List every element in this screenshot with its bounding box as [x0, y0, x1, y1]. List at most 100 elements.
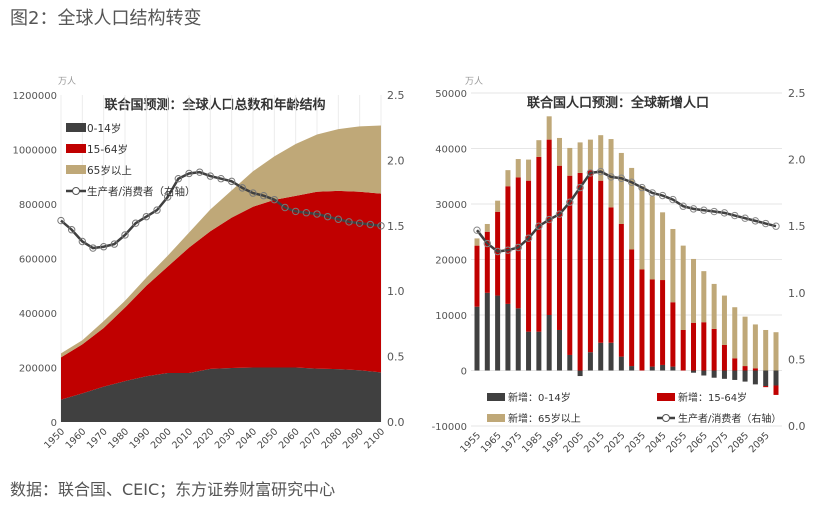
bar-segment: [649, 366, 655, 371]
bar-segment: [546, 315, 552, 371]
y-tick-label: 30000: [435, 200, 467, 211]
legend-swatch: [66, 165, 86, 174]
y2-tick-label: 0.5: [387, 351, 405, 364]
figure-title: 图2：全球人口结构转变: [10, 8, 202, 29]
ratio-point: [259, 192, 268, 200]
ratio-point: [535, 222, 543, 230]
bar-segment: [484, 223, 490, 232]
bar-segment: [608, 342, 614, 371]
y-tick-label: 400000: [19, 309, 57, 320]
y-tick-label: 200000: [19, 364, 57, 375]
ratio-point: [761, 219, 770, 228]
ratio-point: [473, 226, 481, 234]
bar-segment: [691, 258, 697, 323]
ratio-point: [227, 177, 236, 186]
x-tick-label: 1990: [128, 426, 153, 451]
bar-segment: [474, 238, 480, 246]
legend-swatch: [487, 393, 505, 401]
ratio-point: [669, 195, 677, 204]
x-tick-label: 2065: [685, 430, 710, 455]
bar-segment: [567, 147, 573, 176]
bar-segment: [577, 172, 583, 371]
ratio-point: [493, 247, 502, 256]
y2-tick-label: 2.5: [387, 89, 405, 102]
legend-marker: [72, 187, 80, 195]
bar-segment: [763, 329, 769, 371]
ratio-point: [238, 184, 247, 192]
ratio-point: [638, 183, 646, 192]
bar-segment: [721, 295, 727, 345]
ratio-point: [720, 209, 729, 217]
x-tick-label: 1950: [42, 426, 67, 451]
ratio-point: [217, 175, 225, 183]
bar-segment: [474, 306, 480, 371]
bar-segment: [505, 303, 511, 371]
bar-segment: [639, 186, 645, 270]
bar-segment: [608, 139, 614, 208]
ratio-point: [270, 195, 279, 204]
bar-segment: [680, 245, 686, 330]
bar-segment: [587, 170, 593, 353]
legend-swatch: [66, 144, 86, 153]
ratio-point: [302, 209, 311, 217]
x-tick-label: 2085: [726, 430, 751, 455]
bar-segment: [670, 302, 676, 367]
bar-segment: [721, 344, 727, 371]
x-tick-label: 2075: [706, 430, 731, 455]
bar-segment: [701, 271, 707, 323]
legend-label: 新增：15-64岁: [678, 391, 747, 404]
bar-segment: [546, 116, 552, 140]
y-tick-label: 1000000: [12, 146, 57, 157]
ratio-point: [689, 205, 698, 213]
ratio-point: [142, 212, 151, 221]
bar-segment: [629, 167, 635, 250]
ratio-point: [545, 215, 553, 224]
x-tick-label: 2000: [149, 426, 174, 451]
y-tick-label: 0: [461, 367, 467, 378]
ratio-point: [323, 212, 332, 221]
bar-segment: [742, 370, 748, 382]
bar-segment: [587, 352, 593, 371]
ratio-point: [195, 168, 204, 176]
y2-tick-label: 0.0: [387, 416, 405, 429]
ratio-point: [710, 207, 718, 216]
y-tick-label: 800000: [19, 200, 57, 211]
ratio-point: [627, 178, 636, 186]
bar-segment: [567, 175, 573, 355]
bar-segment: [752, 368, 758, 371]
x-tick-label: 2060: [277, 426, 302, 451]
ratio-point: [607, 173, 615, 181]
x-tick-label: 2095: [747, 430, 772, 455]
y2-tick-label: 1.5: [788, 220, 806, 233]
bar-segment: [752, 324, 758, 369]
bar-segment: [587, 139, 593, 171]
bar-segment: [773, 370, 779, 386]
bar-segment: [484, 231, 490, 293]
right-unit-label: 万人: [465, 76, 483, 87]
x-tick-label: 2035: [623, 430, 648, 455]
x-tick-label: 2055: [664, 430, 689, 455]
x-tick-label: 1960: [64, 426, 89, 451]
ratio-point: [617, 174, 626, 182]
x-tick-label: 1965: [479, 430, 504, 455]
bar-segment: [670, 366, 676, 371]
y-tick-label: 600000: [19, 255, 57, 266]
legend-label: 生产者/消费者（右轴）: [87, 185, 196, 198]
bar-segment: [742, 316, 748, 367]
ratio-line: [60, 170, 382, 250]
ratio-point: [78, 237, 87, 246]
ratio-point: [566, 198, 574, 206]
bar-segment: [556, 165, 562, 330]
y-tick-label: 10000: [435, 311, 467, 322]
area-1: [61, 190, 381, 400]
ratio-point: [377, 222, 385, 230]
bar-segment: [567, 354, 573, 371]
bar-segment: [649, 196, 655, 280]
ratio-point: [313, 210, 321, 218]
ratio-point: [121, 231, 129, 239]
ratio-point: [679, 202, 687, 210]
ratio-point: [131, 219, 140, 227]
bar-segment: [536, 156, 542, 332]
ratio-point: [281, 203, 289, 212]
bar-segment: [474, 245, 480, 307]
